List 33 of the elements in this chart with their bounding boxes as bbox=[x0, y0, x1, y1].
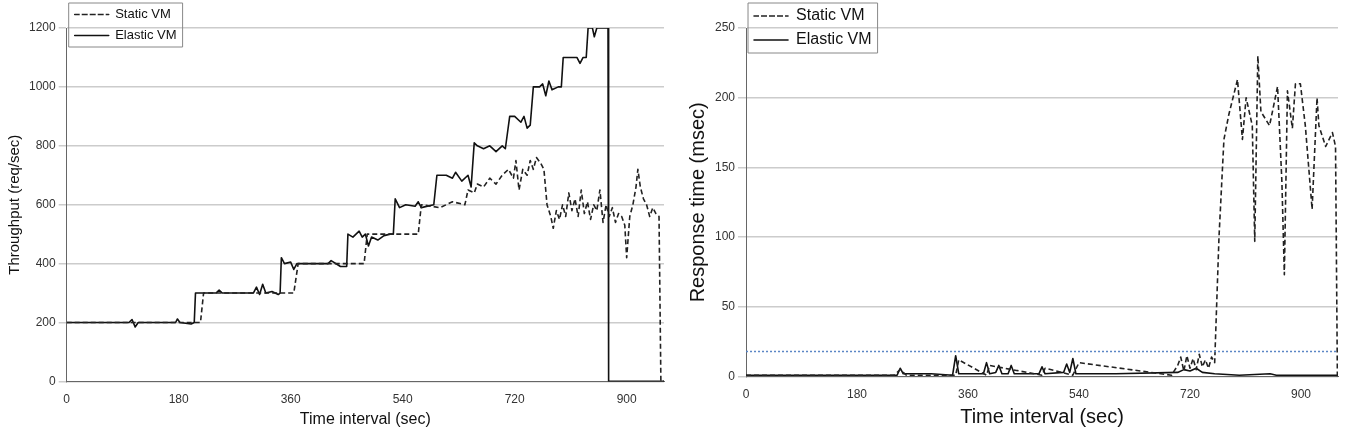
x-tick-label: 0 bbox=[742, 387, 750, 402]
y-tick-label: 800 bbox=[35, 138, 57, 153]
y-tick-label: 50 bbox=[721, 299, 736, 314]
y-tick-label: 150 bbox=[714, 159, 736, 174]
y-tick-label: 200 bbox=[35, 314, 57, 329]
x-tick-label: 720 bbox=[504, 391, 526, 406]
y-tick-label: 0 bbox=[49, 373, 57, 388]
y-tick-label: 0 bbox=[728, 368, 736, 383]
y-tick-label: 1000 bbox=[28, 79, 57, 94]
y-tick-label: 250 bbox=[714, 20, 736, 35]
y-tick-label: 1200 bbox=[28, 20, 57, 35]
x-tick-label: 540 bbox=[1068, 387, 1090, 402]
y-tick-label: 600 bbox=[35, 197, 57, 212]
legend-label: Static VM bbox=[115, 6, 171, 22]
x-axis-title: Time interval (sec) bbox=[960, 404, 1124, 427]
legend-label: Elastic VM bbox=[796, 30, 872, 48]
x-tick-label: 180 bbox=[847, 387, 868, 402]
x-tick-label: 0 bbox=[63, 391, 71, 406]
y-axis-title: Throughput (req/sec) bbox=[5, 134, 23, 275]
y-tick-label: 400 bbox=[35, 255, 57, 270]
x-tick-label: 900 bbox=[616, 391, 637, 406]
y-axis-title: Response time (msec) bbox=[685, 102, 708, 303]
x-tick-label: 720 bbox=[1179, 387, 1201, 402]
x-tick-label: 180 bbox=[168, 391, 190, 406]
x-tick-label: 540 bbox=[392, 391, 414, 406]
y-tick-label: 200 bbox=[714, 90, 736, 105]
x-tick-label: 360 bbox=[280, 391, 302, 406]
x-tick-label: 900 bbox=[1290, 387, 1312, 402]
x-tick-label: 360 bbox=[958, 387, 979, 402]
legend-label: Elastic VM bbox=[115, 27, 177, 43]
legend-label: Static VM bbox=[796, 6, 865, 24]
y-tick-label: 100 bbox=[714, 229, 736, 244]
x-axis-title: Time interval (sec) bbox=[299, 409, 431, 427]
